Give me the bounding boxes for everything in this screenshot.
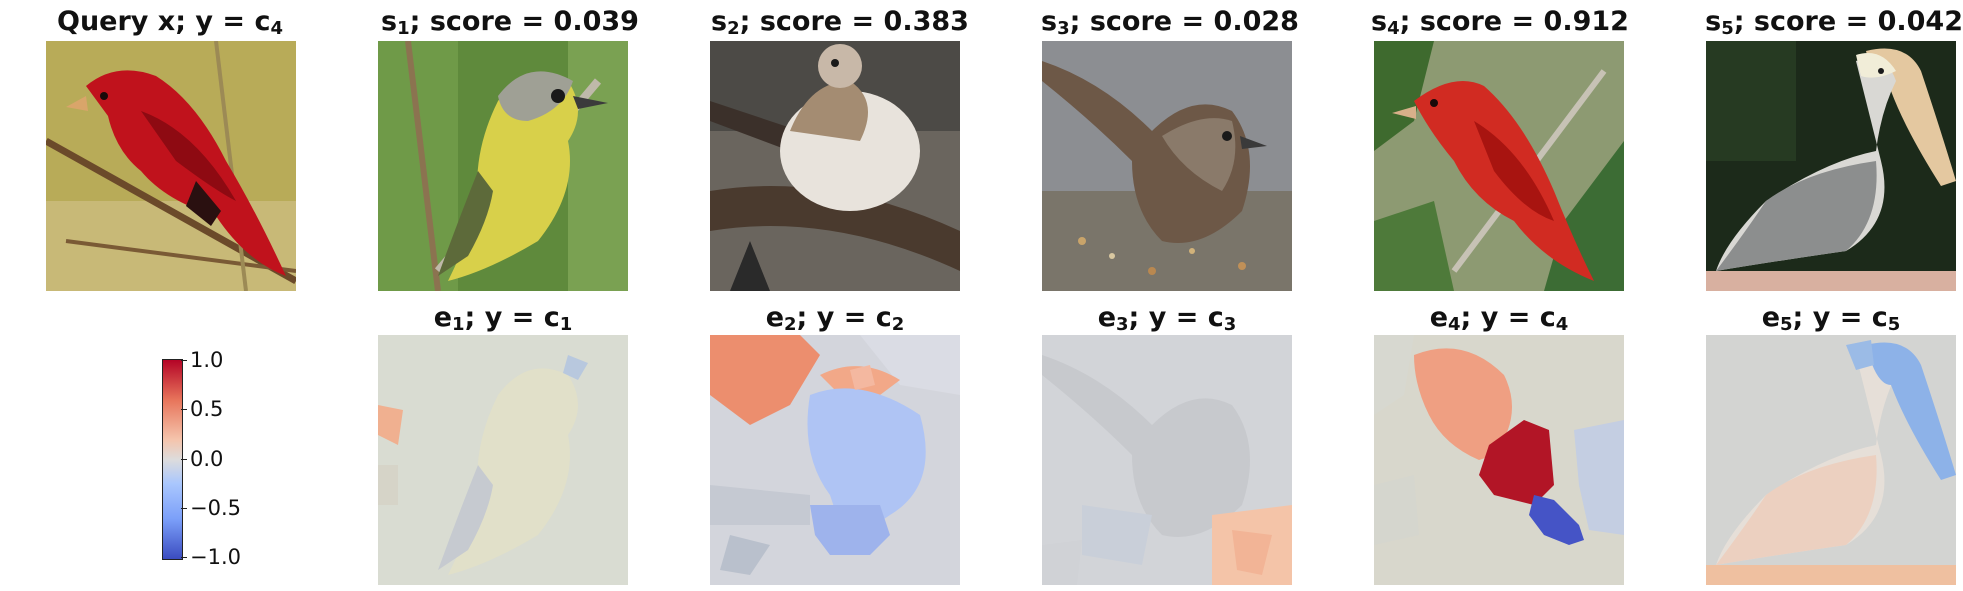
explanation-title-4: e4; y = c4: [1429, 302, 1569, 335]
similar-image-1: [378, 41, 628, 291]
explanation-heatmap-4: [1374, 335, 1624, 585]
yellow-bird-illustration: [378, 41, 628, 291]
red-bird-illustration: [46, 41, 296, 291]
colorbar-label-5: −1.0: [190, 545, 241, 569]
colorbar: [162, 359, 183, 560]
explanation-map-1: [378, 335, 628, 585]
explanation-heatmap-3: [1042, 335, 1292, 585]
explanation-map-2: [710, 335, 960, 585]
similar-title-2: s2; score = 0.383: [711, 6, 969, 39]
colorbar-tick-5: [181, 557, 187, 558]
explanation-title-2: e2; y = c2: [765, 302, 905, 335]
similar-title-3: s3; score = 0.028: [1041, 6, 1299, 39]
explanation-heatmap-5: [1706, 335, 1956, 585]
colorbar-tick-2: [181, 409, 187, 410]
explanation-title-1: e1; y = c1: [433, 302, 573, 335]
explanation-map-3: [1042, 335, 1292, 585]
brown-bird-illustration: [1042, 41, 1292, 291]
explanation-title-5: e5; y = c5: [1761, 302, 1901, 335]
colorbar-tick-3: [181, 459, 187, 460]
explanation-title-3: e3; y = c3: [1097, 302, 1237, 335]
similar-image-4: [1374, 41, 1624, 291]
explanation-heatmap-1: [378, 335, 628, 585]
colorbar-label-2: 0.5: [190, 397, 224, 421]
red-tanager-illustration: [1374, 41, 1624, 291]
explanation-map-4: [1374, 335, 1624, 585]
similar-title-1: s1; score = 0.039: [381, 6, 639, 39]
pelican-illustration: [1706, 41, 1956, 291]
query-image: [46, 41, 296, 291]
similar-image-2: [710, 41, 960, 291]
similar-image-3: [1042, 41, 1292, 291]
explanation-heatmap-2: [710, 335, 960, 585]
query-title: Query x; y = c4: [57, 6, 283, 39]
colorbar-label-1: 1.0: [190, 348, 224, 372]
similar-title-4: s4; score = 0.912: [1371, 6, 1629, 39]
colorbar-label-3: 0.0: [190, 447, 224, 471]
similar-image-5: [1706, 41, 1956, 291]
pale-bird-illustration: [710, 41, 960, 291]
colorbar-tick-4: [181, 508, 187, 509]
explanation-map-5: [1706, 335, 1956, 585]
colorbar-tick-1: [181, 360, 187, 361]
similar-title-5: s5; score = 0.042: [1705, 6, 1963, 39]
colorbar-label-4: −0.5: [190, 496, 241, 520]
